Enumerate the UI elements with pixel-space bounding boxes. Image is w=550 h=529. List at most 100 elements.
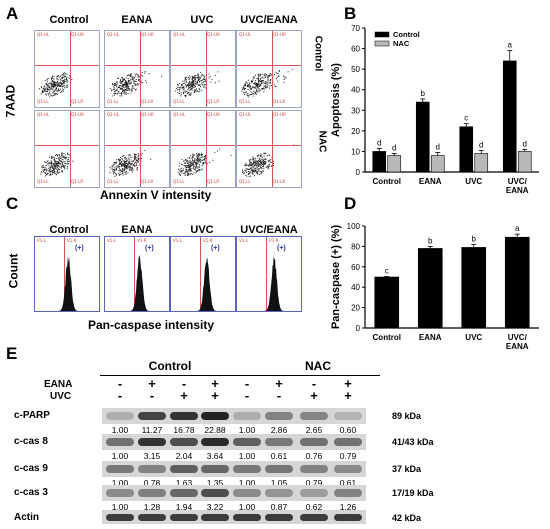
blot-band	[138, 412, 166, 420]
event-dot	[217, 71, 219, 73]
event-dot	[141, 74, 143, 76]
event-dot	[58, 154, 60, 156]
event-dot	[185, 171, 187, 173]
event-dot	[255, 167, 257, 169]
event-dot	[51, 95, 53, 97]
event-dot	[192, 77, 194, 79]
event-dot	[178, 168, 179, 170]
event-dot	[114, 92, 116, 94]
event-dot	[62, 89, 64, 91]
event-dot	[126, 159, 128, 161]
event-dot	[65, 165, 67, 167]
event-dot	[50, 84, 52, 86]
histogram: (+) V1-L V1-R	[34, 236, 100, 312]
event-dot	[46, 161, 48, 163]
event-dot	[61, 163, 63, 165]
event-dot	[263, 75, 265, 77]
event-dot	[129, 78, 131, 80]
event-dot	[134, 155, 136, 157]
event-dot	[123, 78, 125, 80]
event-dot	[134, 156, 136, 158]
event-dot	[112, 173, 114, 175]
y-tick-label: 20	[351, 127, 360, 136]
event-dot	[122, 164, 124, 166]
event-dot	[186, 81, 187, 83]
event-dot	[67, 153, 69, 155]
event-dot	[51, 172, 53, 174]
event-dot	[254, 91, 256, 93]
event-dot	[45, 91, 47, 92]
event-dot	[120, 80, 121, 82]
event-dot	[47, 93, 49, 95]
event-dot	[115, 173, 117, 175]
event-dot	[125, 166, 127, 168]
event-dot	[68, 160, 70, 162]
significance-letter: a	[515, 224, 520, 233]
event-dot	[181, 164, 183, 166]
event-dot	[261, 163, 263, 164]
event-dot	[262, 166, 264, 168]
event-dot	[49, 162, 51, 164]
event-dot	[243, 92, 245, 94]
event-dot	[122, 77, 123, 79]
event-dot	[261, 156, 263, 158]
event-dot	[261, 168, 263, 170]
quadrant-label: Q1-UR	[273, 32, 286, 37]
event-dot	[264, 161, 266, 163]
event-dot	[113, 93, 115, 94]
event-dot	[113, 86, 115, 88]
event-dot	[62, 80, 64, 82]
event-dot	[247, 174, 249, 175]
quadrant-label: Q1-UL	[239, 112, 252, 117]
panel-a-row-control: Control	[312, 35, 324, 72]
event-dot	[249, 164, 250, 166]
y-tick-label: 60	[351, 45, 360, 54]
event-dot	[178, 83, 180, 84]
event-dot	[54, 84, 56, 86]
event-dot	[47, 87, 48, 89]
event-dot	[55, 168, 57, 169]
event-dot	[252, 166, 254, 168]
event-dot	[283, 76, 285, 78]
event-dot	[194, 160, 196, 162]
event-dot	[56, 165, 58, 167]
event-dot	[126, 83, 128, 85]
event-dot	[131, 171, 133, 173]
x-tick-label: UVC/	[508, 333, 528, 342]
event-dot	[244, 164, 246, 166]
event-dot	[62, 83, 63, 85]
event-dot	[201, 80, 203, 81]
event-dot	[122, 80, 124, 82]
event-dot	[45, 162, 47, 164]
event-dot	[254, 169, 256, 171]
event-dot	[259, 84, 261, 85]
event-dot	[54, 83, 56, 85]
event-dot	[202, 79, 204, 81]
event-dot	[262, 163, 264, 165]
panel-letter-e: E	[6, 344, 18, 363]
event-dot	[266, 77, 268, 79]
event-dot	[193, 164, 195, 166]
event-dot	[179, 171, 181, 173]
event-dot	[138, 76, 140, 78]
event-dot	[124, 173, 126, 175]
event-dot	[218, 80, 220, 82]
event-dot	[55, 162, 56, 164]
event-dot	[125, 82, 127, 84]
event-dot	[66, 78, 68, 80]
event-dot	[119, 174, 120, 176]
event-dot	[130, 162, 132, 164]
event-dot	[245, 85, 246, 87]
event-dot	[250, 175, 252, 177]
event-dot	[123, 86, 125, 88]
quadrant-label: Q1-UL	[173, 32, 186, 37]
event-dot	[256, 77, 258, 79]
event-dot	[61, 83, 63, 85]
event-dot	[196, 162, 198, 164]
event-dot	[116, 89, 118, 91]
band-quantification: 3.22	[206, 502, 224, 512]
event-dot	[59, 166, 61, 168]
event-dot	[198, 77, 200, 79]
event-dot	[129, 169, 131, 171]
event-dot	[269, 165, 270, 167]
